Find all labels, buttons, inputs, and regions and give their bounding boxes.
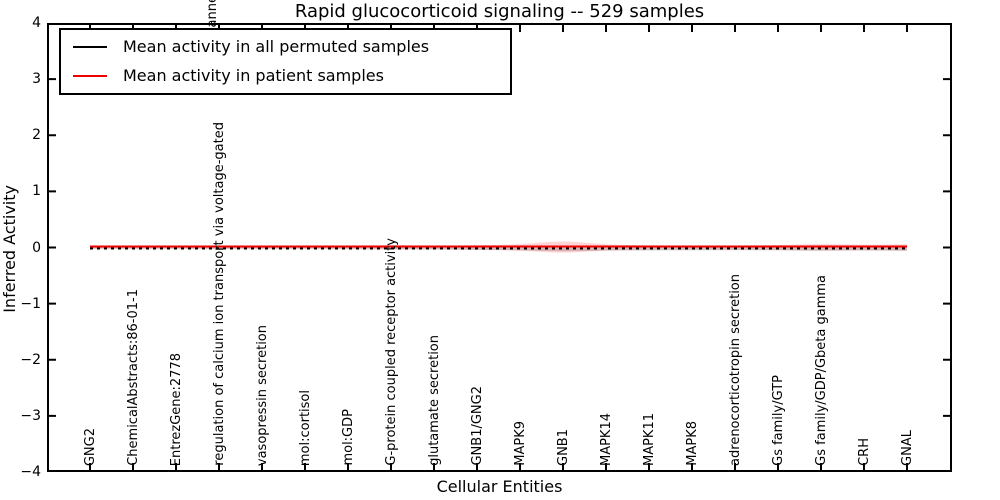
x-tick-label: MAPK9: [512, 421, 528, 466]
legend-label-permuted: Mean activity in all permuted samples: [123, 37, 430, 56]
legend-item-patient: Mean activity in patient samples: [61, 65, 510, 87]
x-tick-label: vasopressin secretion: [254, 324, 270, 466]
axes-spines: [47, 23, 952, 472]
x-axis-label: Cellular Entities: [436, 477, 563, 496]
x-tick-label: mol:GDP: [340, 409, 356, 466]
x-tick-label: MAPK11: [641, 412, 657, 466]
y-tick-label: 3: [32, 71, 41, 88]
legend: Mean activity in all permuted samples Me…: [59, 28, 512, 95]
x-tick-label: Gs family/GDP/Gbeta gamma: [813, 275, 829, 466]
y-tick-label: −3: [20, 407, 41, 424]
x-tick-label: EntrezGene:2778: [168, 352, 184, 466]
x-tick-label: GNAL: [899, 430, 915, 466]
y-tick-label: −1: [20, 295, 41, 312]
x-tick-label: CRH: [856, 438, 872, 466]
x-tick-label: Gs family/GTP: [770, 375, 786, 466]
x-tick-label: MAPK14: [598, 412, 614, 466]
x-tick-label: G-protein coupled receptor activity: [383, 238, 399, 466]
legend-label-patient: Mean activity in patient samples: [123, 66, 384, 85]
x-tick-label: ChemicalAbstracts:86-01-1: [125, 289, 141, 466]
y-tick-label: −4: [20, 464, 41, 480]
chart-title: Rapid glucocorticoid signaling -- 529 sa…: [294, 1, 705, 22]
legend-item-permuted: Mean activity in all permuted samples: [61, 36, 510, 58]
y-tick-label: 0: [32, 239, 41, 256]
x-tick-label: GNB1/GNG2: [469, 386, 485, 466]
plot-area: [47, 23, 952, 472]
x-tick-label: regulation of calcium ion transport via …: [211, 122, 227, 466]
x-tick-label: mol:cortisol: [297, 389, 313, 466]
x-tick-label: MAPK8: [684, 421, 700, 466]
x-tick-label: adrenocorticotropin secretion: [727, 274, 743, 466]
legend-line-swatch-black: [73, 46, 107, 48]
legend-line-swatch-red: [73, 75, 107, 77]
x-tick-label: GNG2: [82, 427, 98, 466]
x-tick-label: GNB1: [555, 429, 571, 466]
chart-canvas: [47, 23, 952, 472]
x-tick-label: glutamate secretion: [426, 335, 442, 466]
y-tick-label: 2: [32, 127, 41, 144]
y-tick-label: 1: [32, 183, 41, 200]
y-tick-label: 4: [32, 15, 41, 31]
y-tick-label: −2: [20, 351, 41, 368]
